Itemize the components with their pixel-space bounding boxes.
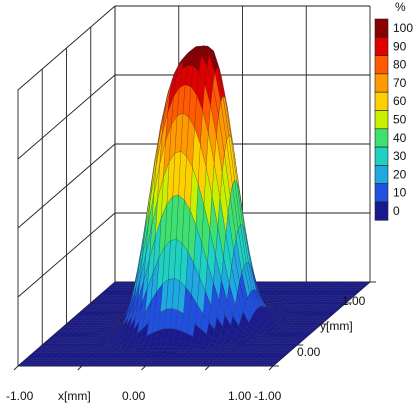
y-tick-label: 0.00 — [297, 345, 321, 359]
x-tick — [268, 365, 274, 371]
colorbar-level-label: 30 — [393, 149, 407, 163]
colorbar-swatch — [374, 36, 389, 56]
colorbar-level-label: 60 — [393, 94, 407, 108]
grid-line — [17, 74, 116, 160]
colorbar-swatch — [374, 183, 389, 203]
colorbar-swatch — [374, 18, 389, 38]
colorbar-swatch — [374, 128, 389, 148]
colorbar-level-label: 90 — [393, 39, 407, 53]
colorbar-level-label: 70 — [393, 76, 407, 90]
y-axis-label: y[mm] — [320, 319, 353, 333]
surface-cell — [266, 363, 276, 367]
x-tick — [204, 365, 210, 371]
colorbar-swatch — [374, 91, 389, 111]
grid-line — [17, 143, 116, 229]
y-tick-label: 1.00 — [342, 294, 366, 308]
colorbar-swatch — [374, 201, 389, 221]
y-tick-label: -1.00 — [254, 389, 282, 403]
colorbar-swatch — [374, 73, 389, 93]
x-tick — [13, 365, 19, 371]
colorbar-level-label: 100 — [393, 21, 413, 35]
colorbar-level-label: 40 — [393, 131, 407, 145]
colorbar-swatch — [374, 165, 389, 184]
colorbar-unit-label: % — [395, 0, 406, 14]
x-tick-label: 1.00 — [228, 389, 252, 403]
x-tick-label: -1.00 — [6, 389, 34, 403]
x-tick — [141, 365, 146, 371]
colorbar-swatch — [374, 110, 389, 130]
colorbar-swatch — [374, 55, 389, 75]
x-axis-label: x[mm] — [58, 389, 91, 403]
grid-line — [17, 5, 116, 91]
colorbar-level-label: 20 — [393, 167, 407, 181]
x-tick — [77, 365, 83, 371]
colorbar-swatch — [374, 146, 389, 166]
colorbar-level-label: 0 — [393, 204, 400, 218]
beam-surface — [17, 45, 371, 367]
grid-line — [17, 212, 116, 298]
x-tick-label: 0.00 — [122, 389, 146, 403]
colorbar-level-label: 80 — [393, 58, 407, 72]
axis-labels: -1.00 x[mm] 0.00 1.00 -1.00 0.00 y[mm] 1… — [6, 294, 366, 403]
colorbar-level-label: 10 — [393, 186, 407, 200]
colorbar-level-label: 50 — [393, 113, 407, 127]
